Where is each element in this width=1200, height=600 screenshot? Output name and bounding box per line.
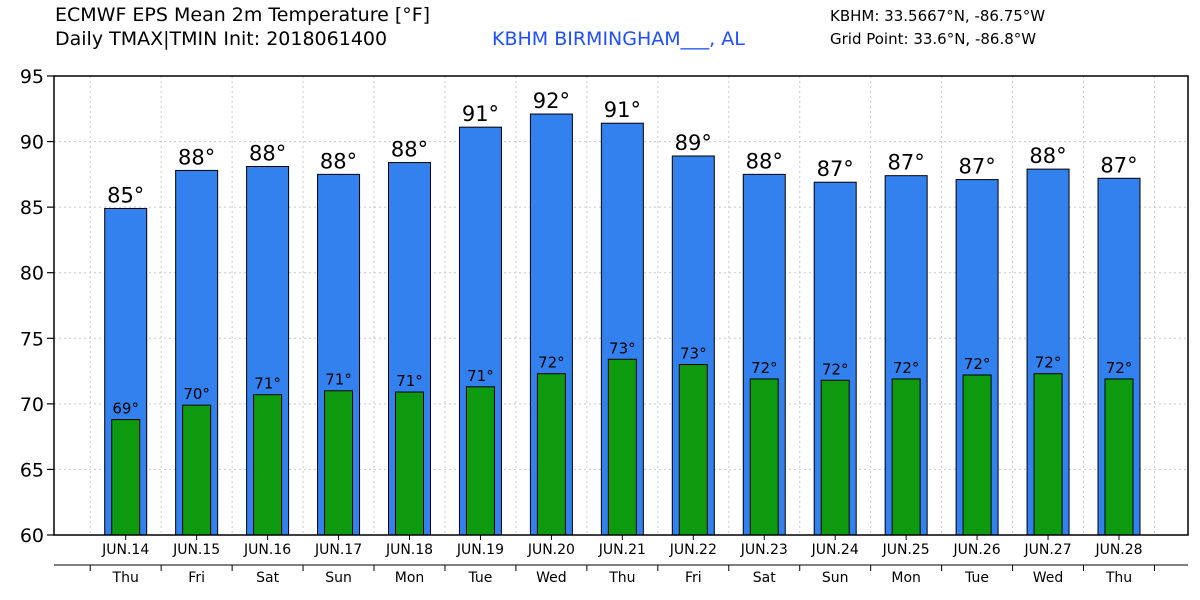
x-axis-day-label: Fri (685, 570, 702, 586)
y-axis-tick-label: 60 (20, 525, 44, 547)
tmin-bar (678, 364, 708, 536)
y-axis-tick-label: 90 (20, 132, 44, 154)
x-axis-date-label: JUN.24 (811, 542, 859, 558)
chart-title: ECMWF EPS Mean 2m Temperature [°F] (55, 4, 431, 26)
station-coordinates: KBHM: 33.5667°N, -86.75°W (830, 7, 1046, 25)
tmax-value-label: 91° (462, 102, 499, 126)
tmin-value-label: 71° (325, 371, 352, 389)
x-axis-day-label: Tue (964, 570, 989, 586)
tmax-value-label: 88° (178, 145, 215, 169)
x-axis-day-label: Mon (891, 570, 921, 586)
x-axis-date-label: JUN.23 (740, 542, 788, 558)
x-axis-date-label: JUN.26 (953, 542, 1001, 558)
tmax-value-label: 85° (107, 183, 144, 207)
tmin-bar (253, 394, 283, 536)
x-axis-date-label: JUN.14 (101, 542, 149, 558)
plot-frame (53, 75, 1189, 536)
y-axis-tick-label: 95 (20, 66, 44, 88)
x-axis-date-label: JUN.19 (456, 542, 504, 558)
tmin-bar (1033, 373, 1063, 536)
x-axis-day-label: Wed (1033, 570, 1064, 586)
tmin-value-label: 71° (396, 372, 423, 390)
tmin-bar (749, 378, 779, 536)
tmin-bar (536, 373, 566, 536)
tmin-value-label: 73° (680, 345, 707, 363)
x-axis-date-label: JUN.27 (1023, 542, 1071, 558)
x-axis-day-label: Sun (822, 570, 849, 586)
tmin-bar (607, 358, 637, 536)
tmin-bar (324, 390, 354, 536)
x-axis-day-label: Tue (467, 570, 492, 586)
tmax-value-label: 87° (1100, 153, 1137, 177)
x-axis-day-label: Sat (256, 570, 279, 586)
tmin-value-label: 72° (1106, 359, 1133, 377)
tmin-value-label: 72° (538, 354, 565, 372)
tmin-value-label: 72° (1035, 354, 1062, 372)
y-axis-tick-label: 75 (20, 328, 44, 350)
tmin-bar (962, 374, 992, 536)
x-axis-date-label: JUN.22 (669, 542, 717, 558)
tmin-bar (111, 419, 141, 536)
x-axis-date-label: JUN.17 (314, 542, 362, 558)
x-axis-date-label: JUN.15 (172, 542, 220, 558)
x-axis-day-label: Fri (188, 570, 205, 586)
x-axis-day-label: Sun (325, 570, 352, 586)
tmax-value-label: 88° (249, 141, 286, 165)
x-axis-day-label: Mon (395, 570, 425, 586)
tmax-value-label: 88° (746, 149, 783, 173)
x-axis-date-label: JUN.18 (385, 542, 433, 558)
tmin-value-label: 73° (609, 339, 636, 357)
y-axis-tick-label: 80 (20, 263, 44, 285)
x-axis-day-label: Thu (608, 570, 635, 586)
tmin-value-label: 72° (751, 359, 778, 377)
tmin-value-label: 69° (112, 400, 139, 418)
tmax-value-label: 87° (958, 155, 995, 179)
x-axis-day-label: Sat (753, 570, 776, 586)
tmax-value-label: 88° (1029, 144, 1066, 168)
x-axis-day-label: Thu (112, 570, 139, 586)
y-axis-tick-label: 85 (20, 197, 44, 219)
tmin-bar (891, 378, 921, 536)
tmin-bar (1104, 378, 1134, 536)
tmax-value-label: 92° (533, 89, 570, 113)
x-axis-date-label: JUN.21 (598, 542, 646, 558)
tmin-value-label: 71° (254, 375, 281, 393)
tmax-value-label: 87° (817, 157, 854, 181)
tmin-value-label: 70° (183, 385, 210, 403)
tmax-value-label: 91° (604, 98, 641, 122)
y-axis-tick-label: 65 (20, 459, 44, 481)
y-axis-tick-label: 70 (20, 394, 44, 416)
station-name: KBHM BIRMINGHAM___, AL (492, 28, 745, 50)
x-axis-day-label: Wed (536, 570, 567, 586)
tmin-value-label: 72° (964, 355, 991, 373)
tmin-bar (820, 379, 850, 536)
x-axis-date-label: JUN.25 (882, 542, 930, 558)
tmin-bar (395, 391, 424, 536)
tmax-value-label: 88° (320, 149, 357, 173)
x-axis-date-label: JUN.28 (1094, 542, 1142, 558)
tmin-bar (465, 386, 495, 536)
tmin-value-label: 71° (467, 367, 494, 385)
tmax-value-label: 87° (888, 151, 925, 175)
x-axis-day-label: Thu (1105, 570, 1132, 586)
tmin-value-label: 72° (893, 359, 920, 377)
tmax-value-label: 89° (675, 131, 712, 155)
grid-point-coordinates: Grid Point: 33.6°N, -86.8°W (830, 30, 1037, 48)
x-axis-date-label: JUN.20 (527, 542, 575, 558)
chart-subtitle: Daily TMAX|TMIN Init: 2018061400 (55, 28, 388, 50)
tmin-value-label: 72° (822, 360, 849, 378)
x-axis-date-label: JUN.16 (243, 542, 291, 558)
tmax-value-label: 88° (391, 138, 428, 162)
tmin-bar (182, 404, 212, 536)
